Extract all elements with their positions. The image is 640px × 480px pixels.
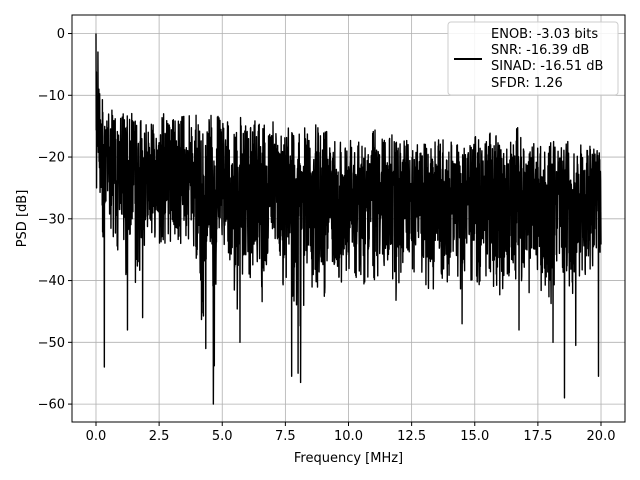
y-tick-label: −50 <box>38 336 65 351</box>
x-tick-label: 10.0 <box>334 429 363 444</box>
y-axis-ticks: 0 −10 −20 −30 −40 −50 −60 <box>38 27 72 413</box>
x-tick-label: 17.5 <box>523 429 552 444</box>
x-tick-label: 7.5 <box>275 429 296 444</box>
series-psd <box>95 33 602 405</box>
x-tick-label: 0.0 <box>86 429 107 444</box>
y-tick-label: −60 <box>38 398 65 413</box>
x-tick-label: 20.0 <box>587 429 616 444</box>
legend-box <box>447 21 619 96</box>
x-axis-label: Frequency [MHz] <box>294 451 403 466</box>
x-axis-ticks: 0.0 2.5 5.0 7.5 10.0 12.5 15.0 17.5 20.0 <box>86 422 616 444</box>
x-tick-label: 15.0 <box>460 429 489 444</box>
y-tick-label: −30 <box>38 212 65 227</box>
y-tick-label: 0 <box>57 27 65 42</box>
x-tick-label: 12.5 <box>397 429 426 444</box>
y-axis-label: PSD [dB] <box>15 190 30 248</box>
psd-trace-line <box>95 33 602 405</box>
legend-entry-sfdr: SFDR: 1.26 <box>491 76 563 91</box>
y-tick-label: −40 <box>38 274 65 289</box>
x-tick-label: 2.5 <box>149 429 170 444</box>
y-tick-label: −10 <box>38 89 65 104</box>
legend: ENOB: -3.03 bits SNR: -16.39 dB SINAD: -… <box>447 21 619 96</box>
y-tick-label: −20 <box>38 151 65 166</box>
legend-entry-sinad: SINAD: -16.51 dB <box>491 59 603 74</box>
x-tick-label: 5.0 <box>212 429 233 444</box>
legend-entry-enob: ENOB: -3.03 bits <box>491 27 598 42</box>
legend-entry-snr: SNR: -16.39 dB <box>491 43 589 58</box>
